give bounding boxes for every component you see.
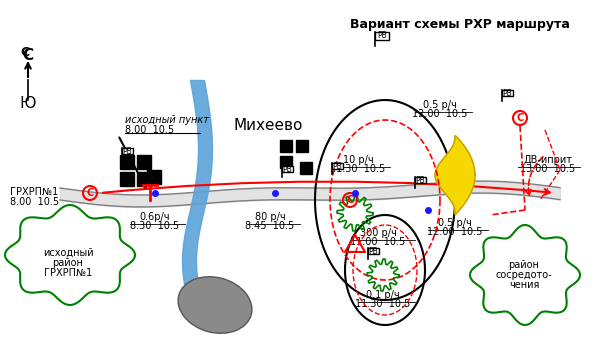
- Text: 8.00  10.5: 8.00 10.5: [125, 125, 174, 135]
- Text: С: С: [22, 48, 34, 63]
- Bar: [280, 156, 292, 168]
- Text: 8.00  10.5: 8.00 10.5: [10, 197, 59, 207]
- Text: 11.30  10.5: 11.30 10.5: [331, 164, 386, 174]
- Text: 0.6р/ч: 0.6р/ч: [140, 212, 170, 222]
- Text: район: район: [53, 258, 83, 268]
- Text: 12.00  10.5: 12.00 10.5: [412, 109, 467, 119]
- Bar: [147, 170, 161, 184]
- Text: 12.00  10.5: 12.00 10.5: [427, 227, 482, 237]
- Bar: [415, 177, 426, 183]
- Text: РВ: РВ: [369, 247, 379, 256]
- Bar: [280, 140, 292, 152]
- Text: 80 р/ч: 80 р/ч: [254, 212, 286, 222]
- Bar: [120, 155, 134, 169]
- Text: РВ: РВ: [377, 31, 387, 40]
- Text: РВ: РВ: [283, 165, 292, 174]
- Polygon shape: [435, 136, 475, 214]
- Bar: [332, 163, 343, 169]
- Text: 8.30  10.5: 8.30 10.5: [130, 221, 179, 231]
- Text: исходный: исходный: [43, 248, 94, 258]
- Text: чения: чения: [509, 280, 539, 290]
- Bar: [375, 32, 389, 40]
- Text: ДВ-иприт: ДВ-иприт: [523, 155, 572, 165]
- Text: 300 р/ч: 300 р/ч: [359, 228, 397, 238]
- Text: 0.1 р/ч: 0.1 р/ч: [366, 290, 400, 300]
- Text: 10 р/ч: 10 р/ч: [343, 155, 373, 165]
- Text: 13.00  10.5: 13.00 10.5: [520, 164, 575, 174]
- Bar: [296, 140, 308, 152]
- Text: С: С: [86, 188, 94, 198]
- Text: С: С: [346, 195, 353, 205]
- Bar: [137, 155, 151, 169]
- Bar: [368, 248, 379, 254]
- Bar: [137, 172, 151, 186]
- Text: Михеево: Михеево: [233, 118, 302, 132]
- Bar: [282, 166, 293, 172]
- Text: сосредото-: сосредото-: [496, 270, 553, 280]
- Bar: [300, 162, 312, 174]
- Text: 0.5 р/ч: 0.5 р/ч: [438, 218, 472, 228]
- Text: исходный пункт: исходный пункт: [125, 115, 209, 125]
- Text: ГРХРП№1: ГРХРП№1: [10, 187, 58, 197]
- Text: 8.45  10.5: 8.45 10.5: [245, 221, 295, 231]
- Text: 11.00  10.5: 11.00 10.5: [350, 237, 406, 247]
- Text: С: С: [20, 45, 29, 58]
- Bar: [502, 90, 513, 96]
- Text: Вариант схемы РХР маршрута: Вариант схемы РХР маршрута: [350, 18, 570, 31]
- Text: РВ: РВ: [123, 147, 133, 156]
- Text: 11.30  10.5: 11.30 10.5: [355, 299, 410, 309]
- Text: РВ: РВ: [503, 89, 512, 98]
- Ellipse shape: [178, 277, 252, 333]
- Text: 0.5 р/ч: 0.5 р/ч: [423, 100, 457, 110]
- Text: С: С: [517, 113, 524, 123]
- Text: РВ: РВ: [333, 162, 343, 171]
- Text: РВ: РВ: [416, 176, 425, 185]
- Text: район: район: [509, 260, 539, 270]
- Text: ГРХРП№1: ГРХРП№1: [44, 268, 92, 278]
- Bar: [122, 148, 133, 155]
- Text: Ю: Ю: [20, 96, 36, 112]
- Bar: [120, 172, 134, 186]
